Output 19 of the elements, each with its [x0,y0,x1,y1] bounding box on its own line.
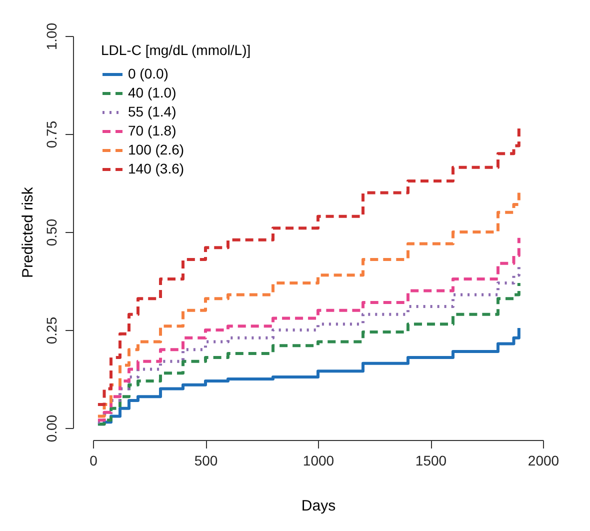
legend-label: 40 (1.0) [128,84,176,100]
x-tick-label: 1500 [415,452,447,468]
y-tick-label: 0.00 [44,414,60,442]
y-axis-title: Predicted risk [20,186,36,278]
x-tick-label: 1000 [302,452,334,468]
legend-label: 55 (1.4) [128,104,176,120]
y-tick-label: 1.00 [44,22,60,50]
legend-title: LDL-C [mg/dL (mmol/L)] [101,42,251,58]
y-tick-label: 0.75 [44,120,60,148]
x-tick-label: 0 [90,452,98,468]
x-tick-label: 500 [194,452,218,468]
y-tick-label: 0.50 [44,218,60,246]
y-tick-label: 0.25 [44,316,60,344]
legend-label: 140 (3.6) [128,160,184,176]
legend-label: 100 (2.6) [128,142,184,158]
legend-label: 0 (0.0) [128,66,168,82]
x-axis-title: Days [301,498,336,514]
x-tick-label: 2000 [528,452,560,468]
legend-label: 70 (1.8) [128,122,176,138]
